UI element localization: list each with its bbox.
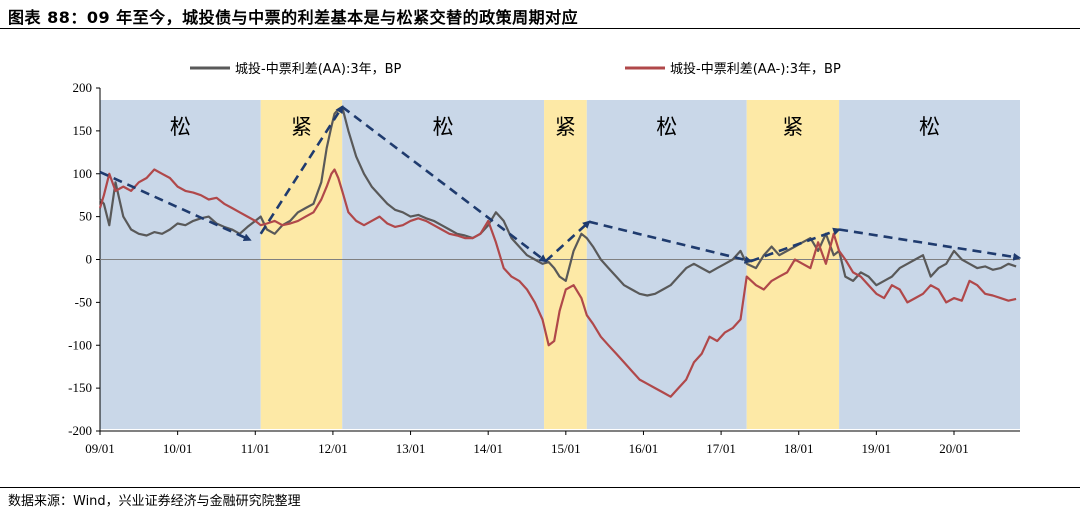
- trend-arrow: [99, 170, 252, 241]
- y-tick-label: 200: [73, 80, 93, 95]
- trend-arrow: [341, 105, 548, 263]
- y-tick-label: 50: [79, 209, 92, 224]
- y-tick-label: 0: [86, 252, 93, 267]
- x-tick-label: 10/01: [163, 441, 193, 456]
- x-tick-label: 13/01: [396, 441, 426, 456]
- chart-title: 图表 88：09 年至今，城投债与中票的利差基本是与松紧交替的政策周期对应: [8, 8, 579, 27]
- x-tick-label: 20/01: [939, 441, 969, 456]
- x-tick-label: 15/01: [551, 441, 581, 456]
- band-label: 松: [170, 115, 191, 139]
- trend-arrow: [259, 105, 344, 235]
- title-rule: [0, 28, 1080, 29]
- band-label: 松: [656, 115, 677, 139]
- y-tick-label: -150: [68, 380, 92, 395]
- x-tick-label: 18/01: [784, 441, 814, 456]
- series-line-2: [98, 168, 1017, 398]
- band-label: 紧: [782, 115, 803, 139]
- trend-arrow: [588, 220, 753, 264]
- policy-band-tight: [260, 100, 343, 429]
- x-tick-label: 09/01: [85, 441, 115, 456]
- legend-label: 城投-中票利差(AA):3年，BP: [235, 61, 402, 77]
- band-label: 紧: [291, 115, 312, 139]
- source-note: 数据来源：Wind，兴业证券经济与金融研究院整理: [8, 494, 301, 509]
- policy-band-loose: [586, 100, 747, 429]
- trend-arrow: [838, 228, 1022, 261]
- policy-band-loose: [839, 100, 1020, 429]
- x-tick-label: 14/01: [473, 441, 503, 456]
- y-tick-label: -50: [75, 294, 92, 309]
- x-tick-label: 11/01: [241, 441, 270, 456]
- y-tick-label: 100: [73, 166, 93, 181]
- trend-arrow: [750, 227, 841, 263]
- series-line-1: [99, 105, 1017, 297]
- band-label: 紧: [555, 115, 576, 139]
- y-tick-label: -100: [68, 337, 92, 352]
- band-label: 松: [919, 115, 940, 139]
- y-tick-label: -200: [68, 423, 92, 438]
- x-tick-label: 17/01: [706, 441, 736, 456]
- policy-band-loose: [342, 100, 545, 429]
- band-label: 松: [433, 115, 454, 139]
- x-tick-label: 16/01: [629, 441, 659, 456]
- trend-arrow: [544, 220, 591, 263]
- legend-label: 城投-中票利差(AA-):3年，BP: [670, 61, 841, 77]
- line-chart: 200 150 100 50 0 -50 -100 -150 -200 09/01 10/01 11/…: [68, 61, 1022, 456]
- y-tick-label: 150: [73, 123, 93, 138]
- x-tick-label: 19/01: [862, 441, 892, 456]
- policy-band-loose: [100, 100, 261, 429]
- x-tick-label: 12/01: [318, 441, 348, 456]
- footer-rule: [0, 487, 1080, 488]
